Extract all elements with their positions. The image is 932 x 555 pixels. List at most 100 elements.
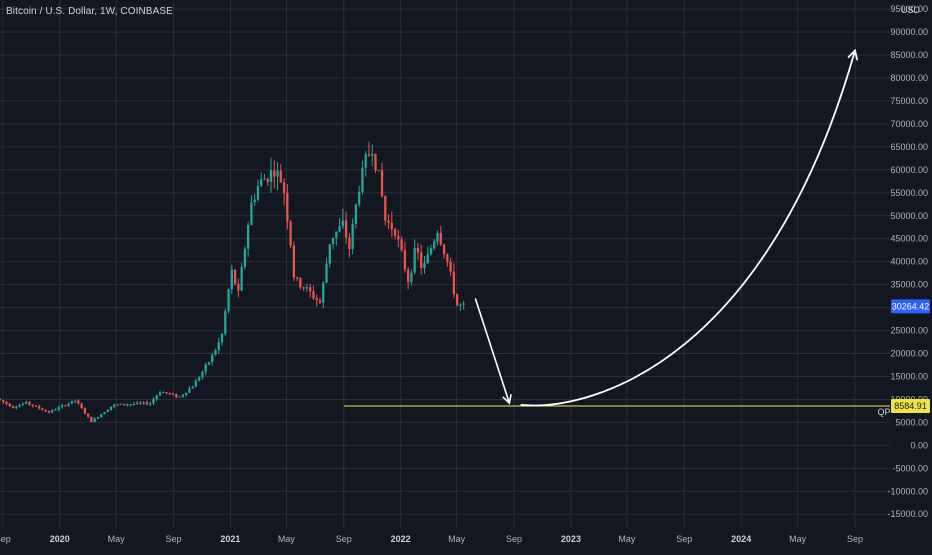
candle-body [446, 254, 449, 262]
x-tick-label: May [108, 534, 126, 544]
support-level-tag [891, 398, 930, 413]
candle-body [289, 221, 292, 246]
candle-body [354, 204, 358, 224]
candle-body [331, 237, 335, 245]
candle-body [162, 392, 165, 394]
time-axis[interactable]: Sep 2020 May Sep 2021 May Sep 2022 May Sep 2023 May… [0, 534, 863, 544]
candle-body [214, 350, 217, 355]
candle-body [426, 254, 429, 263]
support-layer: QP [343, 405, 891, 417]
candle-body [132, 403, 136, 405]
candle-body [21, 403, 24, 406]
candle-body [181, 394, 184, 397]
currency-label: USD [900, 5, 920, 15]
x-tick-label: 2023 [561, 534, 581, 544]
candle-body [442, 244, 446, 255]
last-price-label: 30264.42 [892, 301, 930, 311]
candle-body [201, 371, 204, 378]
candle-body [315, 298, 318, 300]
candle-layer [0, 141, 465, 423]
candle-body [178, 396, 181, 398]
candle-body [41, 408, 44, 411]
candle-body [87, 413, 90, 417]
candle-body [387, 220, 390, 223]
candle-body [139, 402, 142, 404]
candle-body [266, 178, 269, 182]
candle-body [80, 403, 83, 409]
candle-body [103, 412, 106, 415]
x-tick-label: Sep [847, 534, 863, 544]
price-axis[interactable]: 95000.00 90000.00 85000.00 80000.00 75000.00… [887, 4, 930, 519]
candle-body [116, 404, 119, 406]
grid-layer [0, 0, 890, 528]
candle-body [24, 401, 28, 404]
candle-body [410, 272, 413, 283]
x-tick-label: Sep [166, 534, 182, 544]
x-tick-label: May [618, 534, 636, 544]
candle-body [119, 403, 122, 405]
candle-body [18, 405, 21, 408]
candle-body [286, 192, 289, 222]
y-tick-label: 60000.00 [890, 165, 928, 175]
y-tick-label: 65000.00 [890, 142, 928, 152]
candle-body [351, 223, 354, 249]
candle-body [230, 269, 233, 290]
candle-body [358, 191, 361, 205]
y-tick-label: 40000.00 [890, 257, 928, 267]
y-tick-label: 45000.00 [890, 234, 928, 244]
candle-body [429, 248, 433, 255]
down-arrow-line[interactable] [474, 298, 511, 404]
candle-body [70, 400, 73, 404]
y-tick-label: 5000.00 [895, 417, 928, 427]
symbol-title[interactable]: Bitcoin / U.S. Dollar, 1W, COINBASE [6, 6, 173, 17]
candle-body [390, 222, 393, 230]
candle-body [247, 224, 250, 249]
candle-body [44, 410, 47, 412]
candle-body [338, 226, 341, 232]
up-curve-arrow-head [847, 48, 859, 61]
candle-body [240, 266, 243, 291]
candle-body [276, 170, 279, 177]
candle-body [122, 403, 126, 405]
candle-body [377, 170, 380, 172]
candle-body [227, 289, 230, 312]
candle-body [2, 400, 5, 402]
candle-body [15, 407, 18, 409]
candle-body [462, 303, 465, 305]
candle-body [220, 333, 224, 343]
candle-body [47, 411, 51, 413]
candle-body [207, 362, 211, 365]
y-tick-label: 85000.00 [890, 50, 928, 60]
up-curve-line[interactable] [520, 50, 856, 407]
candle-body [302, 287, 305, 289]
candle-body [237, 284, 240, 291]
candle-body [380, 170, 384, 197]
candle-body [367, 154, 371, 156]
candle-body [83, 408, 87, 414]
candle-body [260, 179, 263, 186]
y-tick-label: -5000.00 [892, 463, 928, 473]
candle-body [295, 277, 299, 279]
candle-body [106, 409, 109, 413]
y-tick-label: 75000.00 [890, 96, 928, 106]
y-tick-label: -10000.00 [887, 486, 928, 496]
candle-body [126, 404, 129, 406]
candle-body [309, 287, 312, 292]
candle-body [413, 247, 416, 273]
candle-body [256, 185, 260, 200]
candle-body [67, 403, 70, 406]
candle-body [171, 393, 175, 395]
y-tick-label: 95000.00 [890, 4, 928, 14]
candle-body [73, 400, 77, 402]
candle-body [34, 405, 38, 407]
y-tick-label: 20000.00 [890, 349, 928, 359]
y-tick-label: 15000.00 [890, 371, 928, 381]
candle-body [420, 252, 423, 269]
candle-body [211, 354, 214, 363]
candle-body [188, 388, 191, 393]
y-tick-label: 35000.00 [890, 280, 928, 290]
candle-body [28, 401, 31, 405]
y-tick-label: -15000.00 [887, 509, 928, 519]
